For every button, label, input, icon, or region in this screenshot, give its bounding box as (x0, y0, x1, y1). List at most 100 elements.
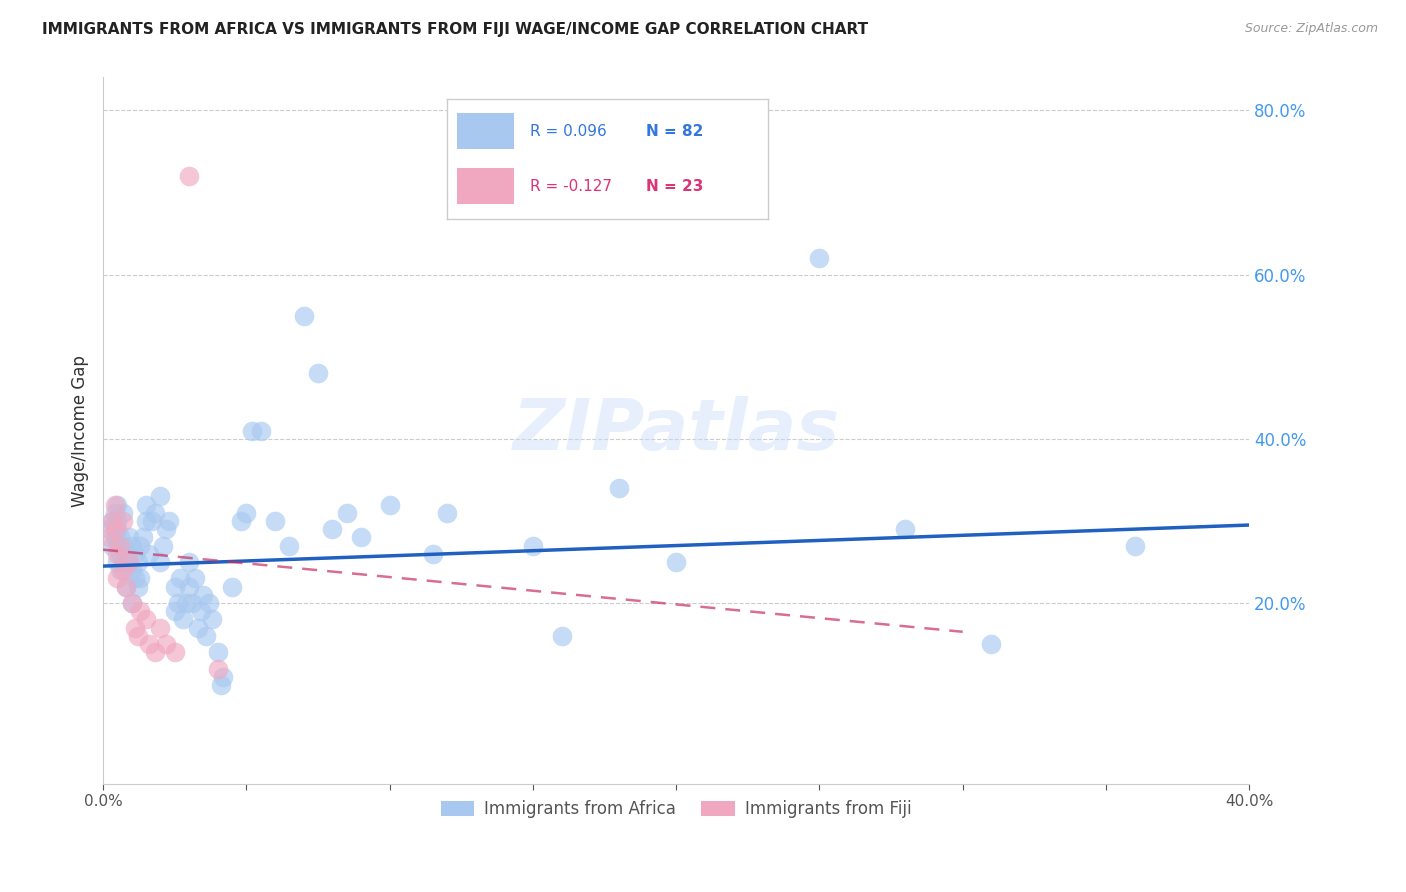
Point (118, 530, 141, 544)
Point (249, 424, 271, 438)
Point (198, 596, 221, 610)
Point (115, 580, 138, 594)
Point (107, 555, 129, 569)
Point (307, 366, 329, 380)
Point (141, 514, 163, 528)
Point (129, 604, 152, 618)
Point (97, 530, 120, 544)
Point (110, 530, 132, 544)
Point (177, 580, 200, 594)
Point (110, 539, 132, 553)
Point (221, 580, 243, 594)
Point (110, 563, 132, 577)
Point (177, 555, 200, 569)
Point (127, 555, 149, 569)
Text: IMMIGRANTS FROM AFRICA VS IMMIGRANTS FROM FIJI WAGE/INCOME GAP CORRELATION CHART: IMMIGRANTS FROM AFRICA VS IMMIGRANTS FRO… (42, 22, 869, 37)
Text: Source: ZipAtlas.com: Source: ZipAtlas.com (1244, 22, 1378, 36)
Point (157, 514, 180, 528)
Point (124, 571, 146, 585)
Point (278, 539, 301, 553)
Point (112, 539, 135, 553)
Point (163, 645, 186, 659)
Point (129, 571, 152, 585)
Point (1123, 539, 1146, 553)
Point (115, 547, 138, 561)
Point (97, 522, 120, 536)
Point (110, 547, 132, 561)
Y-axis label: Wage/Income Gap: Wage/Income Gap (72, 355, 89, 507)
Point (100, 514, 122, 528)
Point (240, 424, 263, 438)
Point (104, 530, 127, 544)
Point (422, 547, 444, 561)
Point (135, 514, 157, 528)
Point (522, 539, 544, 553)
Point (174, 596, 197, 610)
Point (149, 621, 172, 635)
Point (321, 522, 343, 536)
Point (207, 645, 229, 659)
Point (350, 530, 373, 544)
Point (129, 539, 152, 553)
Point (177, 169, 200, 183)
Legend: Immigrants from Africa, Immigrants from Fiji: Immigrants from Africa, Immigrants from … (434, 794, 918, 825)
Point (135, 498, 157, 512)
Point (193, 588, 215, 602)
Point (112, 506, 135, 520)
Point (124, 547, 146, 561)
Point (181, 596, 204, 610)
Point (121, 563, 143, 577)
Point (336, 506, 359, 520)
Point (138, 637, 160, 651)
Point (118, 555, 141, 569)
Point (115, 580, 138, 594)
Point (100, 539, 122, 553)
Point (112, 514, 135, 528)
Point (143, 645, 166, 659)
Point (235, 506, 257, 520)
Point (190, 604, 212, 618)
Point (124, 621, 146, 635)
Point (107, 522, 129, 536)
Point (550, 629, 572, 643)
Point (264, 514, 287, 528)
Point (378, 498, 401, 512)
Point (132, 530, 155, 544)
Point (607, 481, 630, 495)
Point (163, 580, 186, 594)
Point (808, 251, 831, 265)
Point (104, 498, 127, 512)
Point (209, 678, 232, 692)
Point (149, 555, 172, 569)
Point (980, 637, 1002, 651)
Point (665, 555, 688, 569)
Point (187, 621, 209, 635)
Point (201, 612, 224, 626)
Point (143, 506, 166, 520)
Point (127, 629, 149, 643)
Point (112, 555, 135, 569)
Point (207, 662, 229, 676)
Point (155, 522, 177, 536)
Point (195, 629, 218, 643)
Point (112, 563, 135, 577)
Point (118, 555, 141, 569)
Point (107, 539, 129, 553)
Point (107, 547, 129, 561)
Point (107, 514, 129, 528)
Point (104, 522, 127, 536)
Point (172, 612, 194, 626)
Point (121, 596, 143, 610)
Point (894, 522, 917, 536)
Text: ZIPatlas: ZIPatlas (513, 396, 839, 465)
Point (155, 637, 177, 651)
Point (127, 580, 149, 594)
Point (149, 489, 172, 503)
Point (292, 309, 315, 323)
Point (184, 571, 207, 585)
Point (135, 612, 157, 626)
Point (436, 506, 458, 520)
Point (169, 571, 191, 585)
Point (121, 596, 143, 610)
Point (229, 514, 252, 528)
